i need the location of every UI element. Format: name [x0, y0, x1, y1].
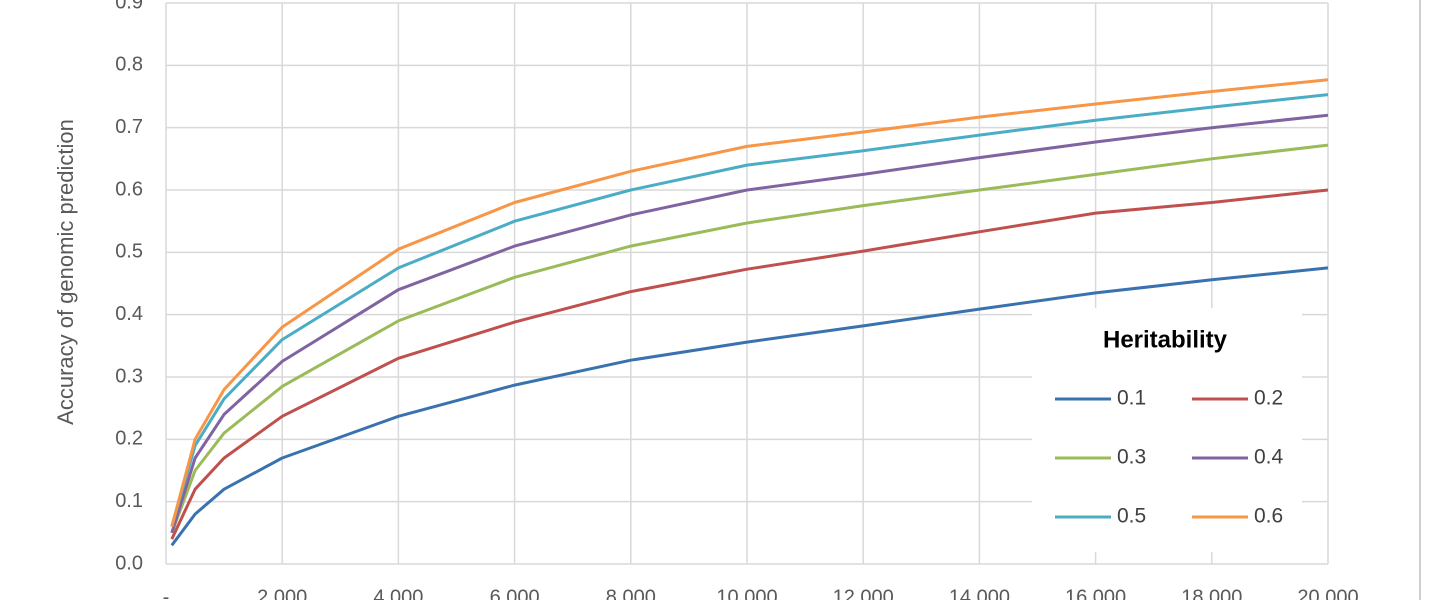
y-tick-label: 0.5 [115, 241, 143, 263]
y-tick-label: 0.3 [115, 365, 143, 387]
x-tick-label: 6,000 [490, 586, 540, 600]
y-tick-label: 0.2 [115, 428, 143, 450]
x-tick-label: 4,000 [373, 586, 423, 600]
y-tick-label: 0.0 [115, 552, 143, 574]
legend-label: 0.3 [1117, 446, 1146, 469]
x-tick-label: 8,000 [606, 586, 656, 600]
legend-label: 0.5 [1117, 505, 1146, 528]
y-tick-label: 0.1 [115, 490, 143, 512]
lines [170, 78, 1329, 547]
x-tick-label: - [163, 586, 170, 600]
series-line [170, 113, 1329, 534]
x-tick-label: 16,000 [1065, 586, 1126, 600]
x-tick-label: 10,000 [716, 586, 777, 600]
legend-label: 0.2 [1254, 387, 1283, 410]
legend-label: 0.6 [1254, 505, 1283, 528]
series-line [170, 188, 1329, 540]
x-tick-label: 12,000 [833, 586, 894, 600]
series-line [170, 266, 1329, 547]
y-tick-label: 0.4 [115, 303, 143, 325]
x-tick-label: 18,000 [1181, 586, 1242, 600]
legend-label: 0.1 [1117, 387, 1146, 410]
y-axis-label: Accuracy of genomic prediction [53, 119, 78, 425]
legend-label: 0.4 [1254, 446, 1284, 469]
y-tick-label: 0.8 [115, 54, 143, 76]
x-tick-label: 2,000 [257, 586, 307, 600]
y-tick-label: 0.6 [115, 178, 143, 200]
legend-box [1032, 308, 1302, 552]
series-line [170, 143, 1329, 534]
series-line [170, 78, 1329, 527]
y-tick-label: 0.7 [115, 116, 143, 138]
series-line [170, 93, 1329, 528]
legend-title: Heritability [1103, 326, 1228, 353]
y-tick-label: 0.9 [115, 0, 143, 13]
x-tick-label: 14,000 [949, 586, 1010, 600]
x-tick-label: 20,000 [1297, 586, 1358, 600]
legend: Heritability 0.1 0.2 0.3 0.4 0.5 0.6 [1032, 308, 1302, 552]
